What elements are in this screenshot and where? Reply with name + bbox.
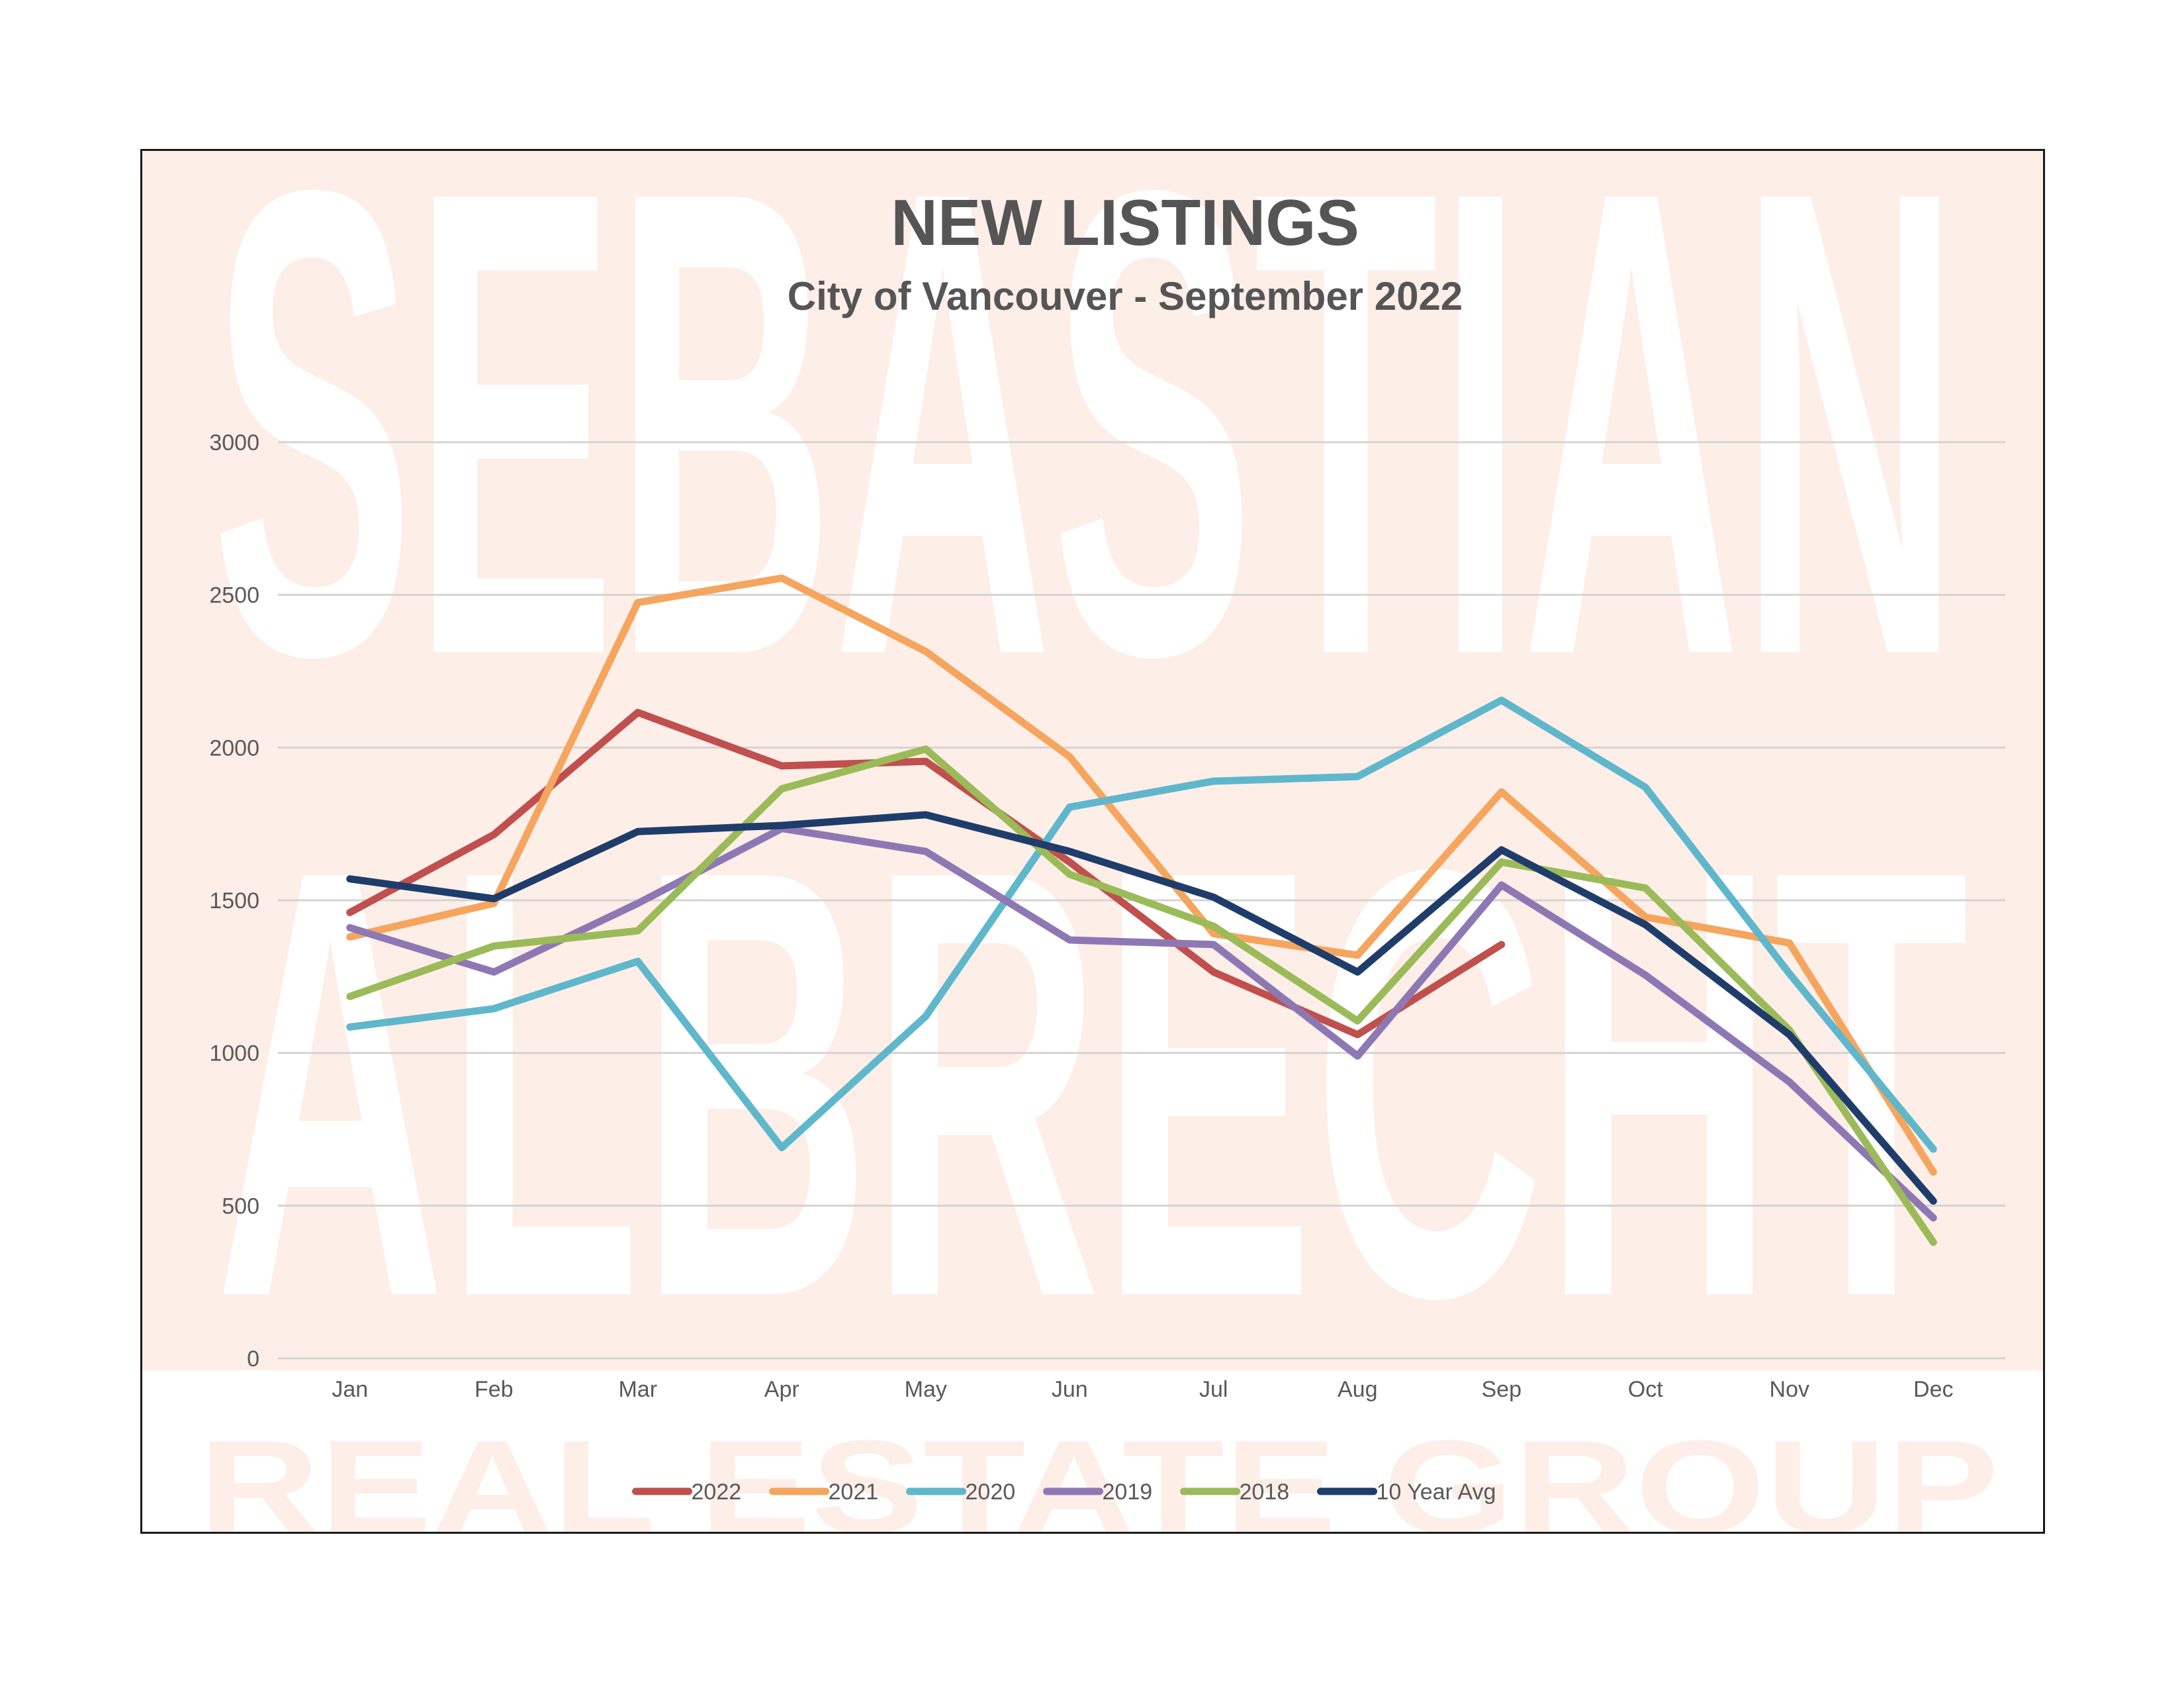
x-tick-label: Oct xyxy=(1628,1377,1663,1402)
y-tick-label: 0 xyxy=(247,1346,259,1372)
chart-title: NEW LISTINGS xyxy=(891,186,1359,259)
series-line-2020 xyxy=(346,696,1937,1153)
series-line-2019 xyxy=(346,825,1937,1222)
x-tick-label: Dec xyxy=(1913,1377,1953,1402)
legend-label: 2022 xyxy=(692,1479,742,1505)
x-tick-label: Jun xyxy=(1052,1377,1088,1402)
x-tick-label: Sep xyxy=(1482,1377,1522,1402)
series-lines xyxy=(346,574,1937,1246)
x-tick-label: Jan xyxy=(332,1377,368,1402)
x-tick-label: Mar xyxy=(618,1377,657,1402)
chart-subtitle: City of Vancouver - September 2022 xyxy=(788,274,1463,318)
series-line-2022 xyxy=(346,708,1506,1039)
x-axis: Jan Feb Mar Apr May Jun Jul Aug Sep Oct Nov Dec xyxy=(332,1377,1953,1402)
legend-label: 2018 xyxy=(1240,1479,1290,1505)
legend: 2022 2021 2020 2019 2018 10 Year Avg xyxy=(632,1479,1496,1505)
x-tick-label: May xyxy=(905,1377,947,1402)
legend-label: 2021 xyxy=(829,1479,879,1505)
watermark-line-1: SEBASTIAN xyxy=(212,53,1959,792)
x-tick-label: Jul xyxy=(1199,1377,1228,1402)
series-line-10-year-avg xyxy=(346,811,1937,1205)
y-tick-label: 1500 xyxy=(209,888,259,914)
series-line-2018 xyxy=(346,745,1937,1246)
legend-label: 2020 xyxy=(966,1479,1016,1505)
y-tick-label: 2500 xyxy=(209,583,259,608)
y-tick-label: 500 xyxy=(222,1194,259,1219)
y-axis: 0 500 1000 1500 2000 2500 3000 xyxy=(209,430,259,1372)
series-line-2021 xyxy=(346,574,1937,1176)
x-tick-label: Apr xyxy=(764,1377,799,1402)
x-tick-label: Aug xyxy=(1338,1377,1378,1402)
y-tick-label: 3000 xyxy=(209,430,259,455)
y-tick-label: 1000 xyxy=(209,1041,259,1066)
watermark-line-3: REAL ESTATE GROUP xyxy=(199,1413,1999,1561)
x-tick-label: Feb xyxy=(475,1377,514,1402)
x-tick-label: Nov xyxy=(1770,1377,1809,1402)
watermark-band xyxy=(142,151,2043,1370)
legend-label: 2019 xyxy=(1103,1479,1153,1505)
legend-label: 10 Year Avg xyxy=(1377,1479,1496,1505)
y-tick-label: 2000 xyxy=(209,735,259,761)
